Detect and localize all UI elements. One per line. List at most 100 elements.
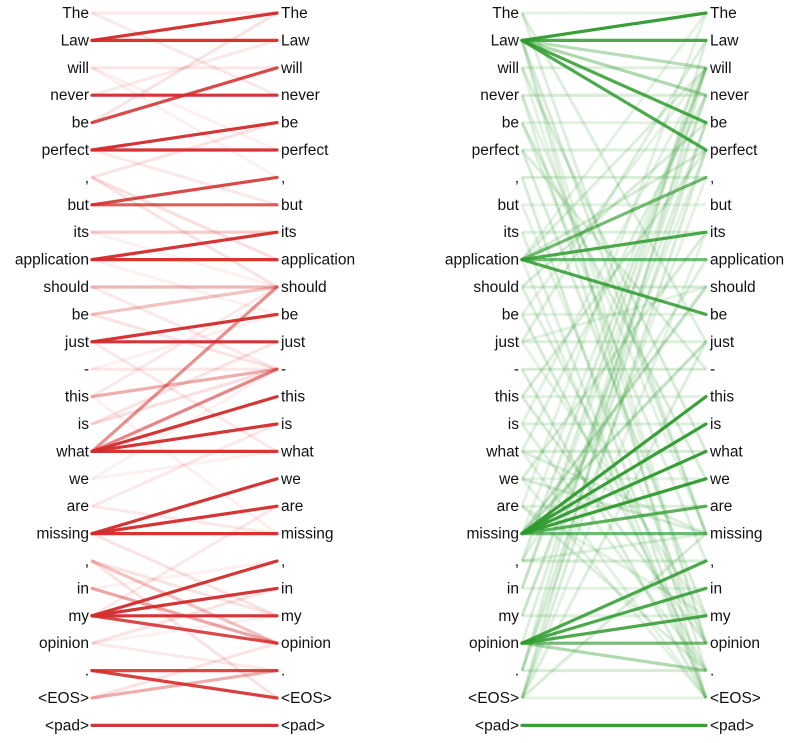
- target-token-label: this: [281, 389, 305, 406]
- attention-link: [90, 586, 279, 645]
- attention-link-faint: [91, 422, 278, 508]
- target-token-label: we: [280, 471, 301, 488]
- source-token-label: what: [485, 443, 519, 460]
- source-token-label: application: [445, 252, 519, 269]
- attention-link: [90, 285, 279, 316]
- target-token-label: missing: [281, 526, 334, 543]
- panel-green: The Law will never be perfect, but its applicati…: [445, 5, 784, 734]
- source-token-label: its: [504, 224, 520, 241]
- attention-link-faint: [520, 94, 708, 453]
- attention-link: [90, 559, 279, 645]
- target-token-label: never: [710, 87, 749, 104]
- attention-link-faint: [520, 94, 708, 589]
- target-token-label: are: [710, 498, 732, 515]
- target-token-label: perfect: [281, 142, 329, 159]
- source-token-label: missing: [36, 526, 89, 543]
- attention-link-faint: [91, 559, 278, 590]
- target-token-label: my: [710, 608, 731, 625]
- attention-link-faint: [520, 67, 708, 699]
- target-token-label: my: [281, 608, 302, 625]
- attention-link-faint: [91, 258, 278, 316]
- target-token-label: application: [281, 252, 355, 269]
- target-token-label: ,: [281, 553, 285, 570]
- red-source-tokens: The Law will never be perfect, but its applicati…: [15, 5, 90, 734]
- attention-link-faint: [520, 39, 708, 343]
- attention-link-faint: [520, 450, 708, 699]
- attention-link-faint: [520, 423, 708, 672]
- attention-link: [90, 668, 279, 700]
- attention-link-faint: [91, 148, 278, 207]
- target-token-label: missing: [710, 526, 763, 543]
- attention-link: [520, 559, 708, 645]
- source-token-label: is: [508, 416, 519, 433]
- source-token-label: -: [84, 361, 89, 378]
- attention-link: [90, 422, 279, 453]
- target-token-label: Law: [281, 32, 310, 49]
- source-token-label: my: [68, 608, 89, 625]
- source-token-label: ,: [515, 169, 519, 186]
- attention-link: [520, 285, 708, 536]
- target-token-label: ,: [281, 169, 285, 186]
- source-token-label: be: [72, 306, 89, 323]
- target-token-label: The: [710, 5, 737, 22]
- source-token-label: ,: [85, 169, 89, 186]
- attention-link: [90, 175, 279, 207]
- target-token-label: Law: [710, 32, 739, 49]
- source-token-label: opinion: [39, 635, 89, 652]
- attention-link: [520, 504, 708, 536]
- target-token-label: this: [710, 389, 734, 406]
- source-token-label: never: [50, 87, 89, 104]
- source-token-label: <pad>: [45, 717, 89, 734]
- attention-link: [520, 258, 708, 316]
- target-token-label: be: [281, 115, 298, 132]
- source-token-label: application: [15, 252, 89, 269]
- target-token-label: ,: [710, 553, 714, 570]
- attention-link-faint: [520, 39, 708, 672]
- source-token-label: its: [74, 224, 90, 241]
- attention-link: [90, 367, 279, 453]
- target-token-label: <EOS>: [281, 690, 332, 707]
- target-token-label: be: [281, 306, 298, 323]
- attention-link-faint: [520, 67, 708, 535]
- attention-link: [520, 230, 708, 262]
- panel-red: The Law will never be perfect, but its applicati…: [15, 5, 355, 734]
- attention-link-faint: [91, 66, 278, 152]
- attention-link-faint: [520, 149, 708, 617]
- attention-link: [520, 477, 708, 536]
- attention-link-faint: [520, 67, 708, 562]
- source-token-label: ,: [515, 553, 519, 570]
- source-token-label: The: [492, 5, 519, 22]
- attention-link: [90, 395, 279, 453]
- target-token-label: opinion: [281, 635, 331, 652]
- target-token-label: never: [281, 87, 320, 104]
- target-token-label: what: [280, 443, 314, 460]
- target-token-label: be: [710, 306, 727, 323]
- source-token-label: The: [62, 5, 89, 22]
- source-token-label: should: [473, 279, 519, 296]
- target-token-label: -: [281, 361, 286, 378]
- source-token-label: should: [43, 279, 89, 296]
- source-token-label: <EOS>: [38, 690, 89, 707]
- attention-link-faint: [91, 11, 278, 97]
- target-token-label: but: [710, 197, 732, 214]
- attention-link-faint: [520, 94, 708, 535]
- source-token-label: is: [78, 416, 89, 433]
- target-token-label: be: [710, 115, 727, 132]
- source-token-label: missing: [466, 526, 519, 543]
- target-token-label: <EOS>: [710, 690, 761, 707]
- attention-link-faint: [520, 122, 708, 672]
- source-token-label: .: [85, 663, 89, 680]
- source-token-label: never: [480, 87, 519, 104]
- attention-link-faint: [521, 285, 707, 344]
- source-token-label: Law: [491, 32, 520, 49]
- attention-link-faint: [520, 39, 708, 699]
- attention-link-faint: [91, 340, 278, 453]
- attention-link: [520, 175, 708, 262]
- target-token-label: opinion: [710, 635, 760, 652]
- target-token-label: what: [709, 443, 743, 460]
- red-attention-links: [90, 11, 279, 728]
- attention-link-faint: [520, 39, 708, 644]
- green-attention-links: [520, 11, 708, 728]
- target-token-label: -: [710, 361, 715, 378]
- target-token-label: just: [709, 334, 735, 351]
